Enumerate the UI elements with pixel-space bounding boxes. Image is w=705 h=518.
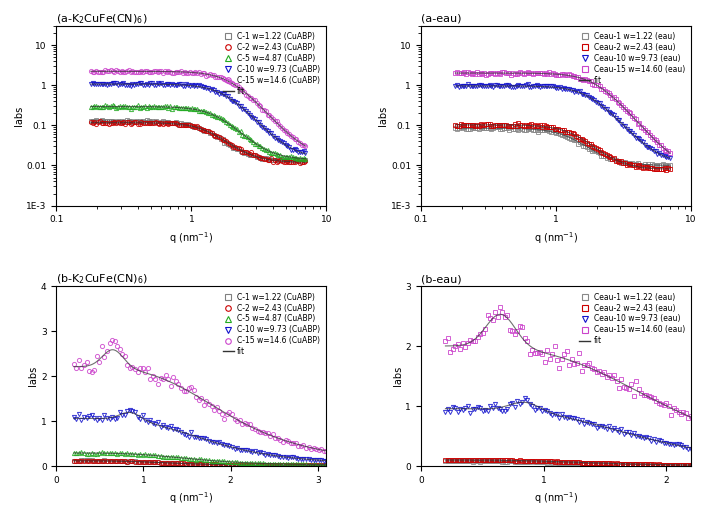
Legend: Ceau-1 w=1.22 (eau), Ceau-2 w=2.43 (eau), Ceau-10 w=9.73 (eau), Ceau-15 w=14.60 : Ceau-1 w=1.22 (eau), Ceau-2 w=2.43 (eau)… — [577, 30, 687, 87]
X-axis label: q (nm$^{-1}$): q (nm$^{-1}$) — [169, 230, 214, 246]
X-axis label: q (nm$^{-1}$): q (nm$^{-1}$) — [534, 230, 578, 246]
Y-axis label: Iabs: Iabs — [378, 106, 388, 126]
Y-axis label: Iabs: Iabs — [13, 106, 23, 126]
Text: (a-eau): (a-eau) — [421, 14, 461, 24]
Legend: C-1 w=1.22 (CuABP), C-2 w=2.43 (CuABP), C-5 w=4.87 (CuABP), C-10 w=9.73 (CuABP),: C-1 w=1.22 (CuABP), C-2 w=2.43 (CuABP), … — [221, 30, 323, 98]
X-axis label: q (nm$^{-1}$): q (nm$^{-1}$) — [534, 491, 578, 506]
Text: (b-eau): (b-eau) — [421, 275, 462, 284]
Y-axis label: Iabs: Iabs — [393, 366, 403, 386]
Text: (a-K$_2$CuFe(CN)$_6$): (a-K$_2$CuFe(CN)$_6$) — [56, 12, 148, 25]
Legend: Ceau-1 w=1.22 (eau), Ceau-2 w=2.43 (eau), Ceau-10 w=9.73 (eau), Ceau-15 w=14.60 : Ceau-1 w=1.22 (eau), Ceau-2 w=2.43 (eau)… — [577, 290, 687, 348]
Y-axis label: Iabs: Iabs — [28, 366, 38, 386]
Text: (b-K$_2$CuFe(CN)$_6$): (b-K$_2$CuFe(CN)$_6$) — [56, 272, 148, 286]
X-axis label: q (nm$^{-1}$): q (nm$^{-1}$) — [169, 491, 214, 506]
Legend: C-1 w=1.22 (CuABP), C-2 w=2.43 (CuABP), C-5 w=4.87 (CuABP), C-10 w=9.73 (CuABP),: C-1 w=1.22 (CuABP), C-2 w=2.43 (CuABP), … — [221, 290, 323, 358]
